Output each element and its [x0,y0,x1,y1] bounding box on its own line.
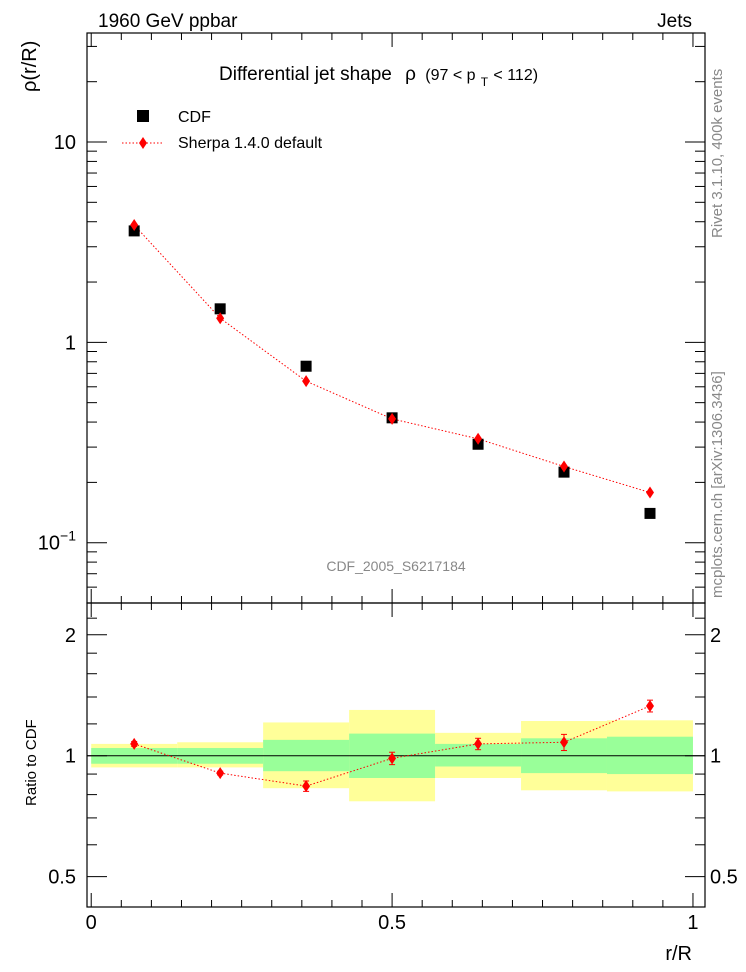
ratio-series [130,699,654,793]
analysis-tag: CDF_2005_S6217184 [326,558,466,574]
ratio-y-tick-labels: 0.5 0.5 1 1 2 2 [48,625,738,889]
ratio-y-tick-label-right-1: 1 [710,746,721,768]
ratio-y-tick-label-left-1: 1 [65,746,76,768]
title-range-b: < 112) [493,67,538,84]
top-y-tick-label-2: 10 [54,132,76,154]
chart-title: Differential jet shape ρ (97 < p T < 112… [219,64,538,91]
top-y-tick-label-0: 10−1 [38,528,76,555]
mcplots-label: mcplots.cern.ch [arXiv:1306.3436] [709,371,726,598]
cdf-point-1 [214,303,226,315]
top-axis-ticks [87,33,705,604]
ratio-y-tick-label-left-2: 2 [65,625,76,647]
cdf-point-6 [644,507,656,519]
ratio-y-tick-label-left-0: 0.5 [48,867,76,889]
top-y-tick-exponent-0: −1 [60,528,76,544]
legend-mc-label: Sherpa 1.4.0 default [178,135,323,152]
top-y-tick-label-1: 1 [65,332,76,354]
mc-point-0 [130,219,139,232]
title-rho: ρ [405,64,416,85]
legend: CDF Sherpa 1.4.0 default [122,109,323,152]
mc-point-4 [474,432,483,445]
top-y-tick-base-2: 10 [54,132,76,154]
mc-point-1 [216,312,225,325]
top-y-tick-base-1: 1 [65,332,76,354]
ratio-frame [86,602,706,908]
ratio-mc-point-2 [302,780,311,793]
legend-cdf-marker [137,110,149,122]
x-tick-labels: 0 0.5 1 [86,912,699,934]
top-y-tick-base-0: 10 [38,533,60,555]
title-range-a: (97 < p [425,67,475,84]
ratio-axis-ticks [87,602,705,907]
mc-point-2 [302,375,311,388]
x-tick-label-1: 0.5 [378,912,406,934]
legend-cdf-label: CDF [178,109,211,126]
rivet-label: Rivet 3.1.10, 400k events [709,69,726,238]
ratio-y-tick-label-right-2: 2 [710,625,721,647]
x-tick-label-2: 1 [687,912,698,934]
mc-point-3 [388,412,397,425]
ratio-mc-point-1 [216,767,225,780]
ratio-panel: 0.5 0.5 1 1 2 2 Ratio to CDF [23,602,738,908]
ratio-mc-point-3 [388,752,397,765]
ratio-mc-point-0 [130,737,139,750]
ratio-y-axis-label: Ratio to CDF [23,719,40,806]
mc-point-5 [560,460,569,473]
title-range-sub: T [481,75,489,89]
title-main: Differential jet shape [219,64,392,85]
x-tick-label-0: 0 [86,912,97,934]
band-inner-bin-4 [435,743,522,767]
header-energy: 1960 GeV ppbar [98,11,238,32]
ratio-mc-point-6 [645,699,654,712]
top-series [128,219,656,519]
legend-mc-marker [139,137,147,149]
ratio-mc-point-5 [560,736,569,749]
ratio-y-tick-label-right-0: 0.5 [710,867,738,889]
cdf-point-2 [300,360,312,372]
top-y-axis-label: ρ(r/R) [19,41,41,92]
ratio-mc-point-4 [474,737,483,750]
mc-line [133,224,651,493]
header-process: Jets [657,11,692,32]
x-axis-label: r/R [665,943,692,965]
mc-point-6 [645,486,654,499]
